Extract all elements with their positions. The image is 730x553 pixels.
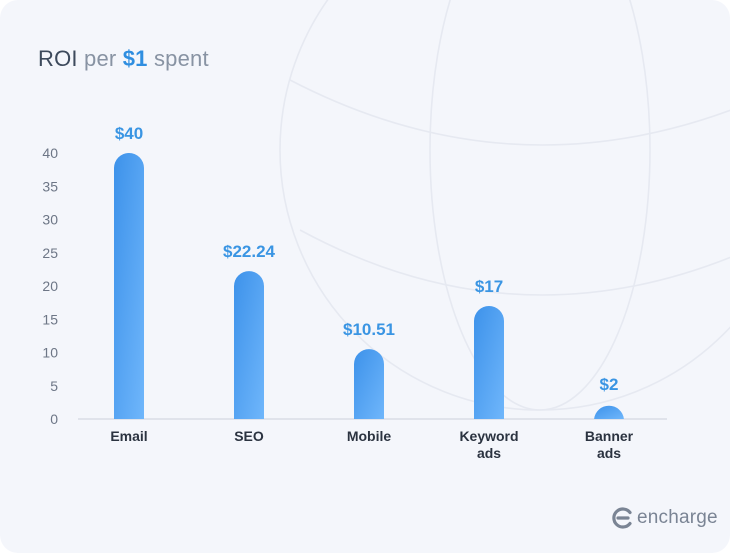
brand-logo: encharge bbox=[610, 506, 718, 530]
data-label: $2 bbox=[600, 375, 619, 394]
title-part-per: per bbox=[84, 46, 117, 71]
chart-title: ROI per $1 spent bbox=[38, 46, 209, 72]
category-label: Email bbox=[110, 428, 147, 444]
category-label: Banner ads bbox=[585, 428, 634, 461]
y-tick-label: 5 bbox=[50, 378, 58, 394]
bar bbox=[594, 405, 624, 419]
category-label: SEO bbox=[234, 428, 264, 444]
category-label: Keyword ads bbox=[459, 428, 518, 461]
y-tick-label: 15 bbox=[42, 311, 58, 327]
bar bbox=[234, 271, 264, 419]
bar bbox=[114, 153, 144, 419]
bar bbox=[354, 349, 384, 419]
category-labels: Email SEO Mobile Keyword ads Banner ads bbox=[110, 428, 633, 461]
bar bbox=[474, 305, 504, 419]
y-tick-label: 10 bbox=[42, 345, 58, 361]
brand-name: encharge bbox=[637, 507, 718, 528]
title-part-roi: ROI bbox=[38, 46, 78, 71]
y-tick-label: 25 bbox=[42, 245, 58, 261]
y-tick-label: 0 bbox=[50, 411, 58, 427]
data-label: $10.51 bbox=[343, 320, 395, 339]
y-tick-label: 20 bbox=[42, 278, 58, 294]
data-label: $17 bbox=[475, 277, 503, 296]
y-axis-ticks: 0 5 10 15 20 25 30 35 40 bbox=[42, 145, 58, 427]
y-tick-label: 40 bbox=[42, 145, 58, 161]
y-tick-label: 30 bbox=[42, 212, 58, 228]
category-label: Mobile bbox=[347, 428, 392, 444]
y-tick-label: 35 bbox=[42, 178, 58, 194]
data-label: $40 bbox=[115, 124, 143, 143]
data-labels: $40 $22.24 $10.51 $17 $2 bbox=[115, 124, 619, 394]
data-label: $22.24 bbox=[223, 242, 276, 261]
encharge-logo-icon bbox=[612, 507, 632, 529]
title-part-spent: spent bbox=[153, 46, 209, 71]
bars bbox=[114, 153, 624, 419]
title-highlight: $1 bbox=[122, 46, 148, 71]
